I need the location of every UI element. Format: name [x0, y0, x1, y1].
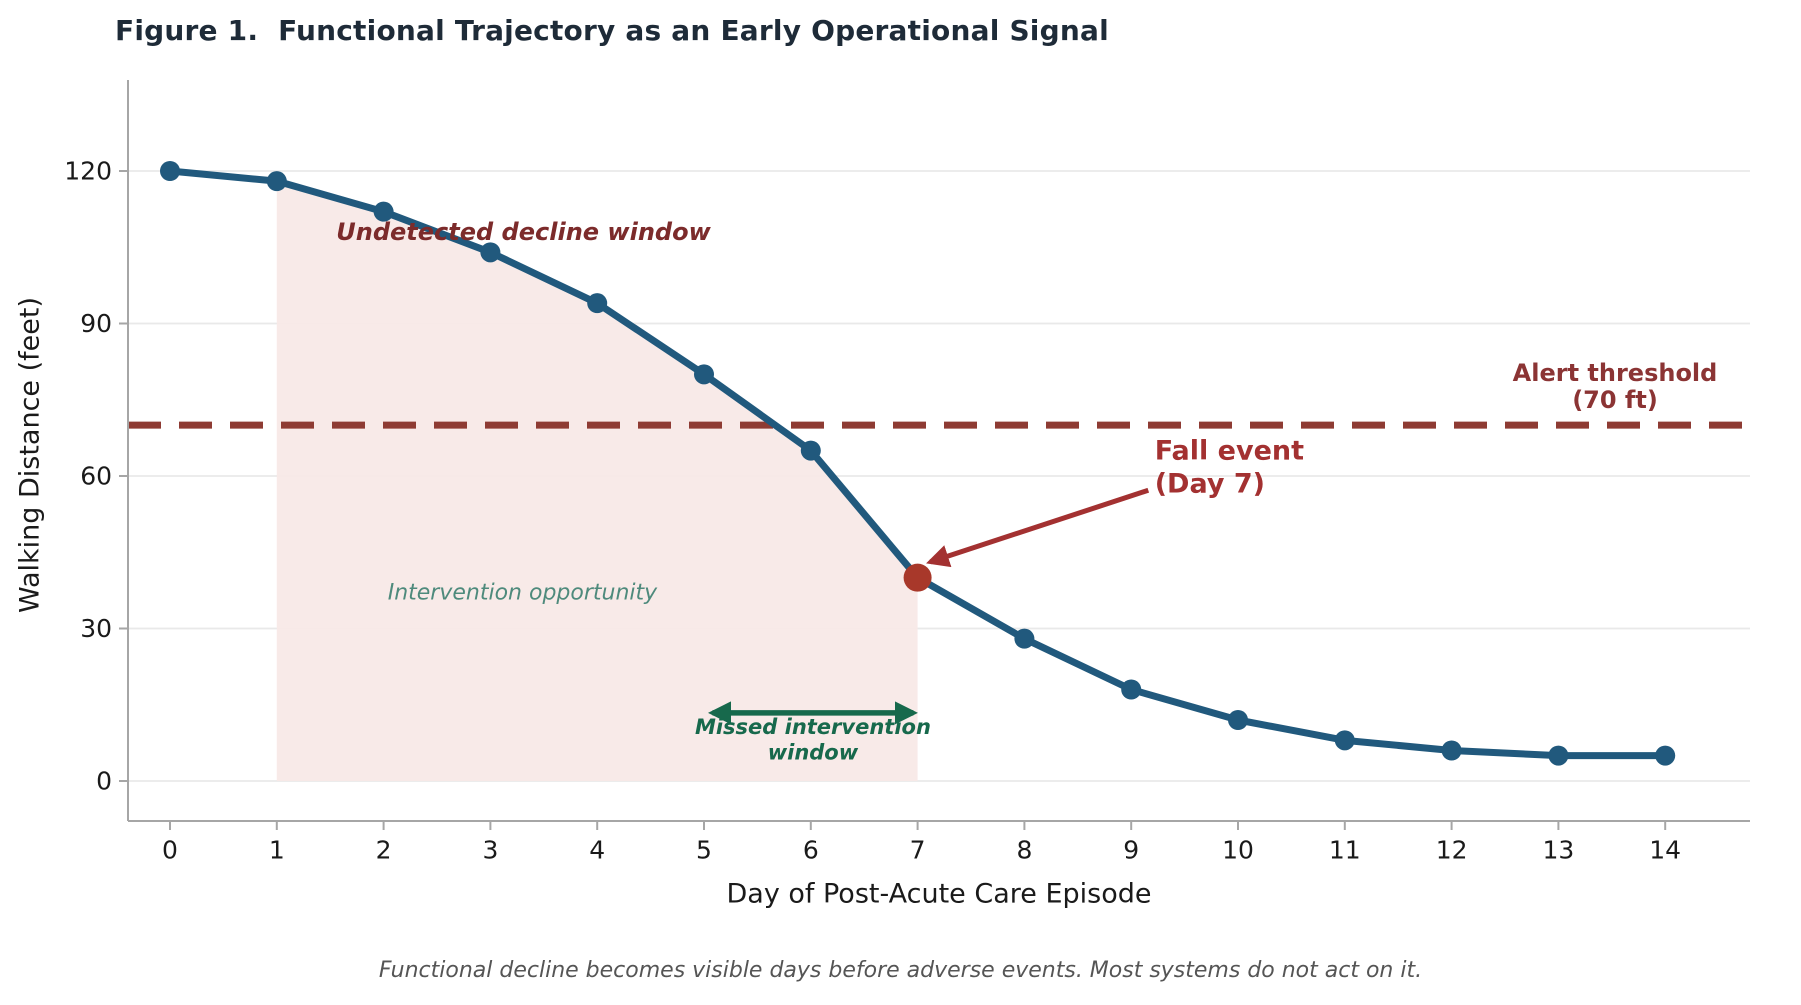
fall-event-arrow [926, 487, 1150, 568]
x-tick-label-2: 2 [376, 836, 392, 865]
data-point-day-3 [480, 242, 501, 263]
data-point-day-1 [266, 171, 287, 192]
data-point-day-9 [1121, 679, 1142, 700]
data-point-day-14 [1655, 745, 1676, 766]
data-point-day-4 [587, 293, 608, 314]
annotation-alert-threshold-line1: Alert threshold [1513, 359, 1718, 387]
x-tick-label-9: 9 [1123, 836, 1139, 865]
x-tick-label-3: 3 [482, 836, 498, 865]
x-tick-label-11: 11 [1329, 836, 1361, 865]
y-axis-title: Walking Distance (feet) [15, 297, 46, 613]
annotation-fall-event-line1: Fall event [1155, 436, 1304, 467]
annotation-missed-window-line1: Missed intervention [695, 715, 931, 739]
data-point-day-10 [1228, 710, 1248, 730]
x-tick-label-6: 6 [803, 836, 819, 865]
annotation-undetected-decline-window: Undetected decline window [336, 218, 711, 246]
data-point-day-6 [800, 440, 821, 461]
data-point-day-5 [694, 364, 714, 385]
data-point-day-0 [160, 161, 180, 181]
data-point-day-8 [1014, 628, 1035, 649]
annotation-missed-window-line2: window [768, 741, 859, 765]
x-axis-title: Day of Post-Acute Care Episode [726, 879, 1151, 910]
figure-title: Figure 1. Functional Trajectory as an Ea… [115, 14, 1109, 47]
x-tick-label-13: 13 [1542, 836, 1574, 865]
annotation-alert-threshold-line2: (70 ft) [1572, 386, 1658, 414]
data-point-day-13 [1548, 745, 1569, 766]
data-point-day-11 [1334, 730, 1355, 751]
y-tick-label-0: 0 [96, 767, 112, 796]
x-tick-label-8: 8 [1016, 836, 1032, 865]
figure-caption: Functional decline becomes visible days … [378, 958, 1423, 983]
fall-event-marker [903, 563, 932, 592]
y-tick-label-90: 90 [80, 309, 112, 338]
x-tick-label-4: 4 [589, 836, 605, 865]
shaded-intervention-region [276, 181, 918, 781]
x-tick-label-7: 7 [910, 836, 926, 865]
y-tick-label-120: 120 [64, 157, 112, 186]
x-tick-label-1: 1 [269, 836, 285, 865]
data-point-day-2 [373, 201, 394, 222]
annotation-intervention-opportunity: Intervention opportunity [388, 580, 658, 605]
x-tick-label-14: 14 [1649, 836, 1681, 865]
y-tick-label-30: 30 [80, 614, 112, 643]
x-tick-label-10: 10 [1222, 836, 1254, 865]
annotation-fall-event-line2: (Day 7) [1155, 469, 1265, 500]
y-tick-label-60: 60 [80, 462, 112, 491]
x-tick-label-0: 0 [162, 836, 178, 865]
x-tick-label-5: 5 [696, 836, 712, 865]
data-point-day-12 [1441, 740, 1462, 761]
x-tick-label-12: 12 [1436, 836, 1468, 865]
